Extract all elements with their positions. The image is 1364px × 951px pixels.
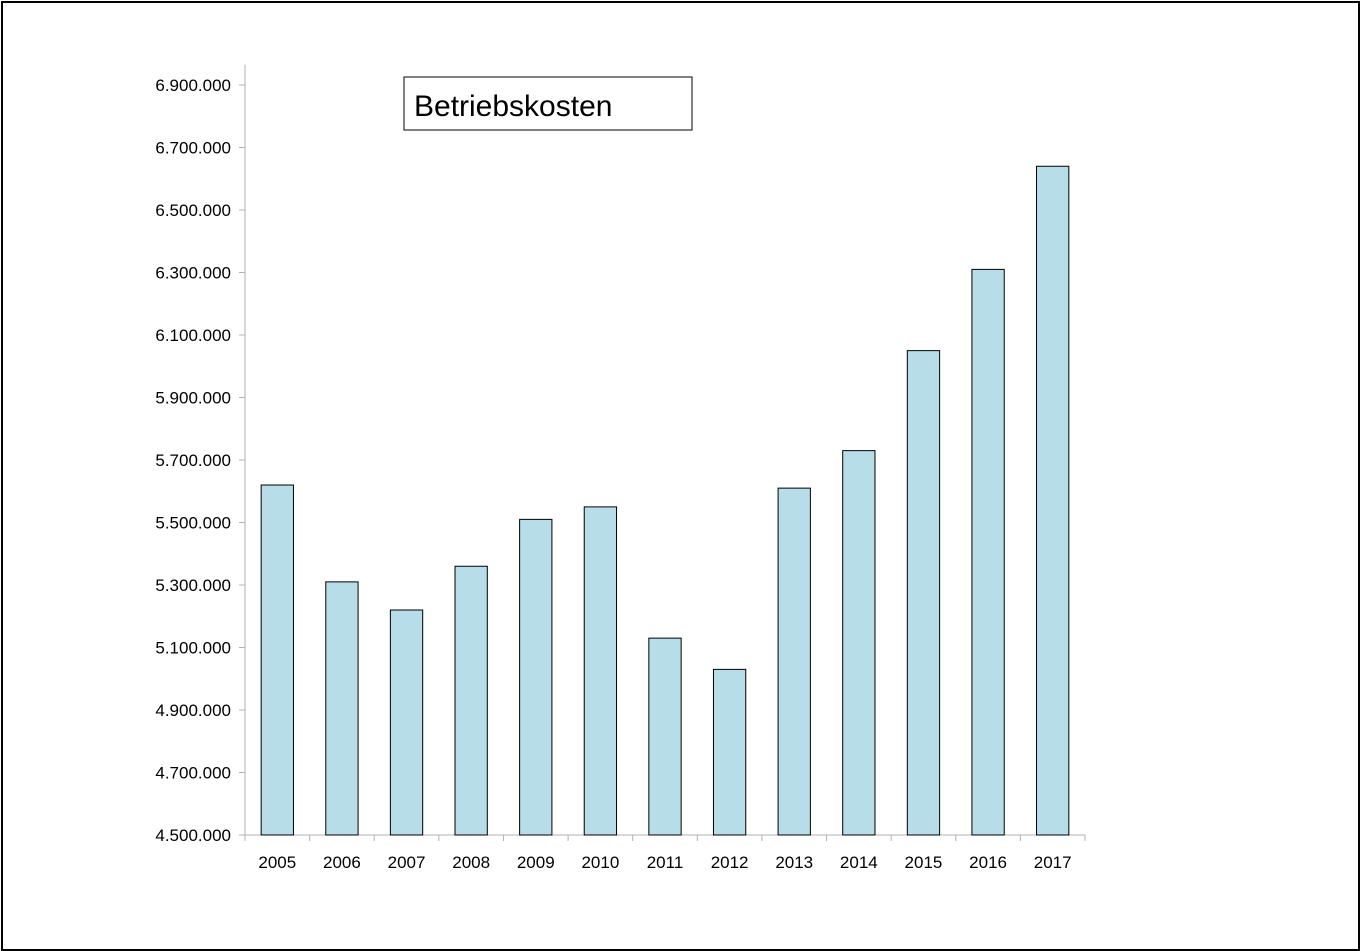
x-tick-label: 2012 (711, 853, 749, 872)
bar-2006 (325, 581, 359, 836)
y-tick-label: 6.300.000 (155, 264, 231, 283)
x-tick-label: 2007 (388, 853, 426, 872)
bar-2017 (1036, 165, 1070, 836)
y-tick-label: 6.500.000 (155, 201, 231, 220)
x-tick-label: 2014 (840, 853, 878, 872)
y-tick-label: 6.700.000 (155, 139, 231, 158)
y-tick-label: 4.900.000 (155, 701, 231, 720)
bar-2010 (583, 506, 618, 836)
bar-2014 (842, 450, 876, 836)
x-tick-label: 2006 (323, 853, 361, 872)
bar-2009 (519, 518, 553, 836)
x-axis: 2005 2006 2007 2008 2009 2010 2011 2012 2013 2014… (244, 834, 1086, 872)
x-tick-label: 2011 (647, 853, 684, 872)
chart-title-box: Betriebskosten (403, 76, 693, 131)
y-axis: 4.500.000 4.700.000 4.900.000 5.100.000 5.30… (155, 64, 246, 845)
x-tick-label: 2009 (517, 853, 555, 872)
y-tick-label: 6.100.000 (155, 326, 231, 345)
bar-2015 (906, 350, 941, 836)
y-tick-label: 5.100.000 (155, 639, 231, 658)
y-tick-label: 6.900.000 (155, 76, 231, 95)
bar-2008 (454, 565, 488, 836)
bar-2012 (712, 668, 747, 836)
y-tick-label: 5.900.000 (155, 389, 231, 408)
chart-title: Betriebskosten (414, 90, 612, 123)
y-tick-label: 5.300.000 (155, 576, 231, 595)
bar-2011 (648, 637, 682, 836)
x-tick-label: 2016 (969, 853, 1007, 872)
x-tick-label: 2015 (905, 853, 943, 872)
x-tick-label: 2010 (581, 853, 619, 872)
bar-2016 (971, 268, 1005, 836)
bar-2013 (777, 487, 811, 836)
y-tick-label: 4.500.000 (155, 826, 231, 845)
x-tick-label: 2005 (258, 853, 296, 872)
x-tick-label: 2008 (452, 853, 490, 872)
y-tick-label: 5.700.000 (155, 451, 231, 470)
x-tick-label: 2013 (775, 853, 813, 872)
y-tick-label: 4.700.000 (155, 764, 231, 783)
bar-2007 (389, 609, 424, 836)
y-tick-label: 5.500.000 (155, 514, 231, 533)
bars (260, 165, 1070, 836)
x-tick-label: 2017 (1034, 853, 1072, 872)
bar-2005 (260, 484, 294, 836)
title-box-border (403, 76, 693, 131)
